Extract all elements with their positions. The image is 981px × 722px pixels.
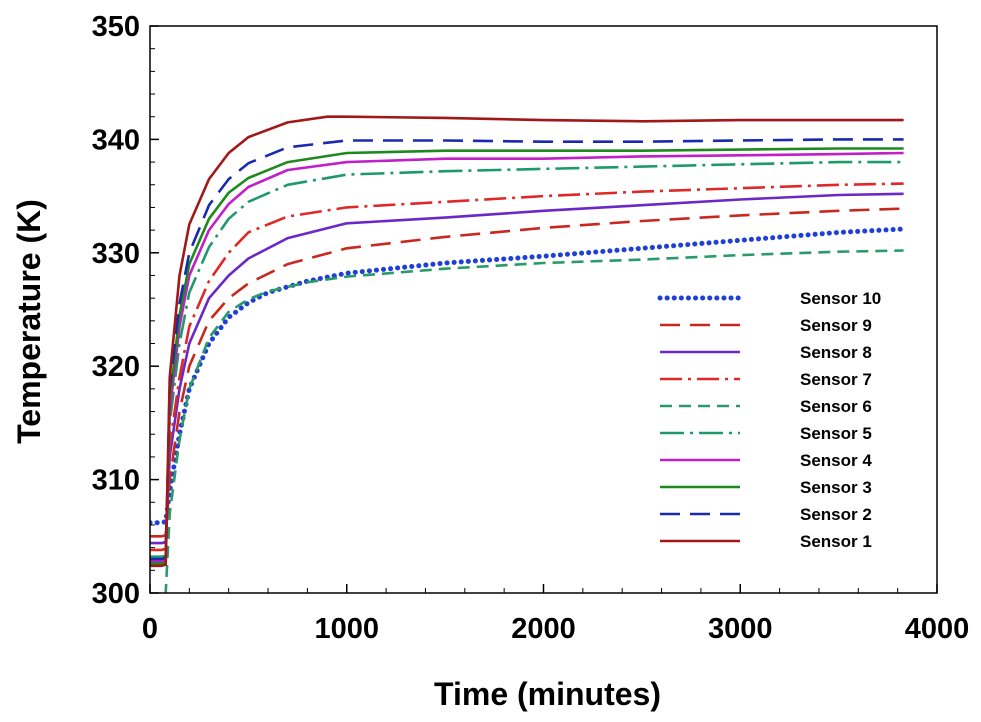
x-tick-label: 1000 — [314, 613, 379, 645]
series-lines — [150, 115, 907, 593]
y-tick-label: 350 — [92, 11, 140, 43]
legend-label: Sensor 1 — [800, 532, 872, 551]
legend-label: Sensor 5 — [800, 424, 872, 443]
legend-label: Sensor 4 — [800, 451, 872, 470]
legend-label: Sensor 6 — [800, 397, 872, 416]
x-tick-label: 0 — [142, 613, 158, 645]
legend-label: Sensor 9 — [800, 316, 872, 335]
legend-label: Sensor 3 — [800, 478, 872, 497]
x-tick-label: 4000 — [905, 613, 970, 645]
axis-ticks: 0 1000 2000 3000 4000 300 310 320 330 340 350 — [92, 11, 970, 645]
legend-label: Sensor 7 — [800, 370, 872, 389]
x-axis-label: Time (minutes) — [434, 676, 661, 712]
legend-label: Sensor 8 — [800, 343, 872, 362]
legend: Sensor 10 Sensor 9 Sensor 8 Sensor 7 Sensor … — [657, 289, 881, 551]
x-tick-label: 2000 — [511, 613, 576, 645]
legend-label: Sensor 10 — [800, 289, 881, 308]
y-tick-label: 320 — [92, 351, 140, 383]
series-line-sensor-5 — [150, 160, 904, 559]
series-line-sensor-1 — [150, 115, 904, 568]
series-line-sensor-10 — [150, 226, 907, 526]
series-line-sensor-9 — [150, 207, 904, 538]
series-line-sensor-2 — [150, 138, 904, 561]
y-tick-label: 310 — [92, 465, 140, 497]
series-line-sensor-6 — [164, 249, 904, 593]
series-line-sensor-8 — [150, 192, 904, 545]
legend-label: Sensor 2 — [800, 505, 872, 524]
y-axis-label: Temperature (K) — [11, 199, 47, 444]
y-tick-label: 340 — [92, 124, 140, 156]
x-tick-label: 3000 — [708, 613, 773, 645]
y-tick-label: 300 — [92, 578, 140, 610]
y-tick-label: 330 — [92, 238, 140, 270]
series-line-sensor-7 — [150, 182, 904, 552]
